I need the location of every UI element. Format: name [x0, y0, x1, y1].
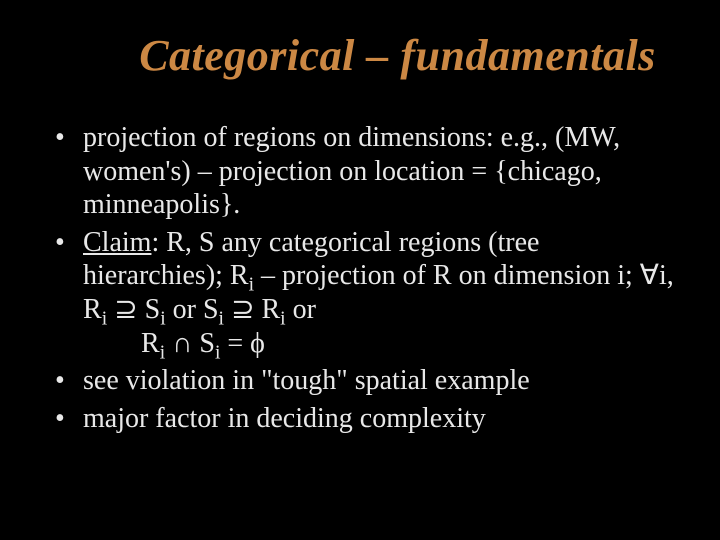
bullet-text: projection of regions on dimensions: e.g… — [83, 122, 620, 220]
bullet-item-4: major factor in deciding complexity — [55, 402, 680, 436]
bullet-text: major factor in deciding complexity — [83, 403, 486, 434]
indent-text-2: ∩ S — [165, 328, 215, 359]
indent-text-3: = ϕ — [220, 328, 265, 359]
claim-text-3: ⊇ S — [107, 294, 160, 325]
bullet-item-1: projection of regions on dimensions: e.g… — [55, 121, 680, 222]
bullet-item-2: Claim: R, S any categorical regions (tre… — [55, 226, 680, 360]
claim-text-6: or — [286, 294, 316, 325]
slide-title: Categorical – fundamentals — [115, 30, 680, 81]
claim-label: Claim — [83, 227, 151, 258]
claim-text-5: ⊇ R — [224, 294, 280, 325]
bullet-text: see violation in "tough" spatial example — [83, 365, 530, 396]
claim-text-4: or S — [166, 294, 219, 325]
bullet-item-3: see violation in "tough" spatial example — [55, 364, 680, 398]
claim-indented-line: Ri ∩ Si = ϕ — [83, 327, 680, 361]
bullet-list: projection of regions on dimensions: e.g… — [55, 121, 680, 435]
indent-text-1: R — [141, 328, 160, 359]
slide: Categorical – fundamentals projection of… — [0, 0, 720, 540]
